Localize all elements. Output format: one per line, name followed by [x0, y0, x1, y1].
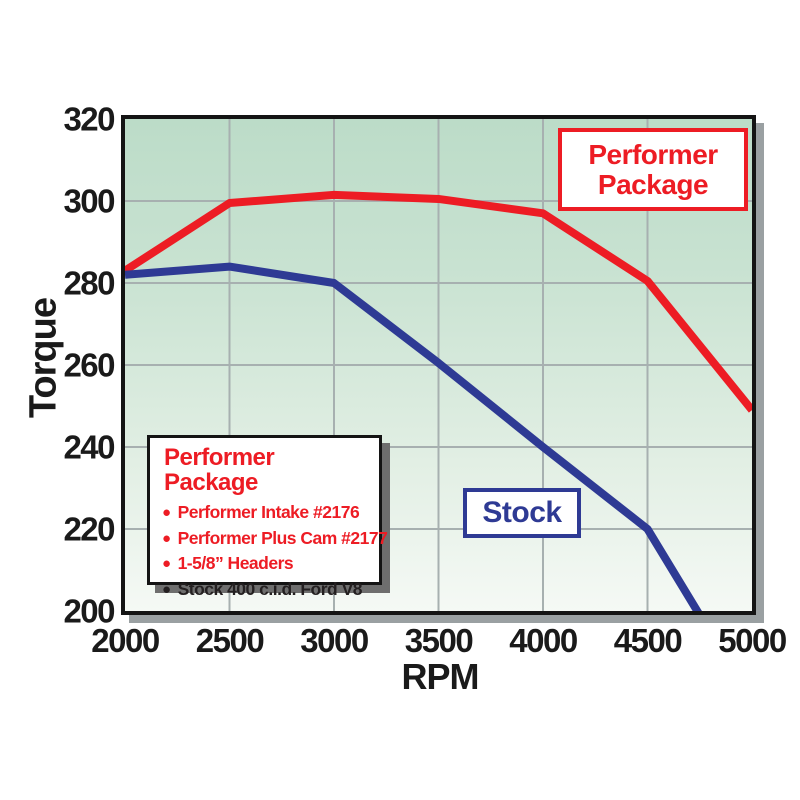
- stock-label-text: Stock: [482, 496, 562, 529]
- legend-item-text: Stock 400 c.i.d. Ford V8: [177, 579, 363, 600]
- legend-title: Performer Package: [164, 444, 275, 497]
- y-tick-320: 320: [63, 100, 115, 138]
- stock-series-label: Stock: [463, 488, 581, 538]
- legend-item-text: Performer Plus Cam #2177: [177, 527, 388, 548]
- legend-item: ● 1-5/8” Headers: [162, 551, 369, 577]
- x-axis-label: RPM: [401, 656, 480, 697]
- series-line-stock: [125, 262, 702, 611]
- x-tick-3500: 3500: [404, 622, 474, 659]
- x-tick-4500: 4500: [613, 622, 683, 659]
- x-tick-2500: 2500: [195, 622, 265, 659]
- performer-package-series-label: Performer Package: [558, 128, 748, 211]
- y-tick-280: 280: [63, 264, 115, 302]
- legend-item-text: Performer Intake #2176: [177, 502, 360, 523]
- bullet-icon: ●: [162, 581, 171, 599]
- x-tick-4000: 4000: [509, 622, 578, 659]
- legend-item-text: 1-5/8” Headers: [177, 553, 294, 574]
- y-tick-220: 220: [63, 510, 115, 548]
- y-tick-200: 200: [63, 592, 115, 630]
- series-line-performer-package: [125, 190, 752, 413]
- y-tick-260: 260: [63, 346, 115, 384]
- legend-box: Performer Package ● Performer Intake #217…: [147, 435, 388, 599]
- x-tick-3000: 3000: [300, 622, 369, 659]
- bullet-icon: ●: [162, 504, 171, 522]
- bullet-icon: ●: [162, 529, 171, 547]
- y-tick-300: 300: [63, 182, 115, 220]
- legend-items: ● Performer Intake #2176 ● Performer Plus C…: [162, 500, 388, 603]
- bullet-icon: ●: [162, 555, 171, 573]
- legend-item: ● Performer Intake #2176: [162, 500, 369, 526]
- x-tick-2000: 2000: [91, 622, 160, 659]
- performer-label-line1: Performer: [588, 138, 718, 170]
- y-tick-240: 240: [63, 428, 115, 466]
- x-tick-5000: 5000: [718, 622, 787, 659]
- legend-item: ● Stock 400 c.i.d. Ford V8: [162, 577, 369, 603]
- legend-item: ● Performer Plus Cam #2177: [162, 526, 388, 552]
- performer-label-line2: Package: [597, 168, 709, 200]
